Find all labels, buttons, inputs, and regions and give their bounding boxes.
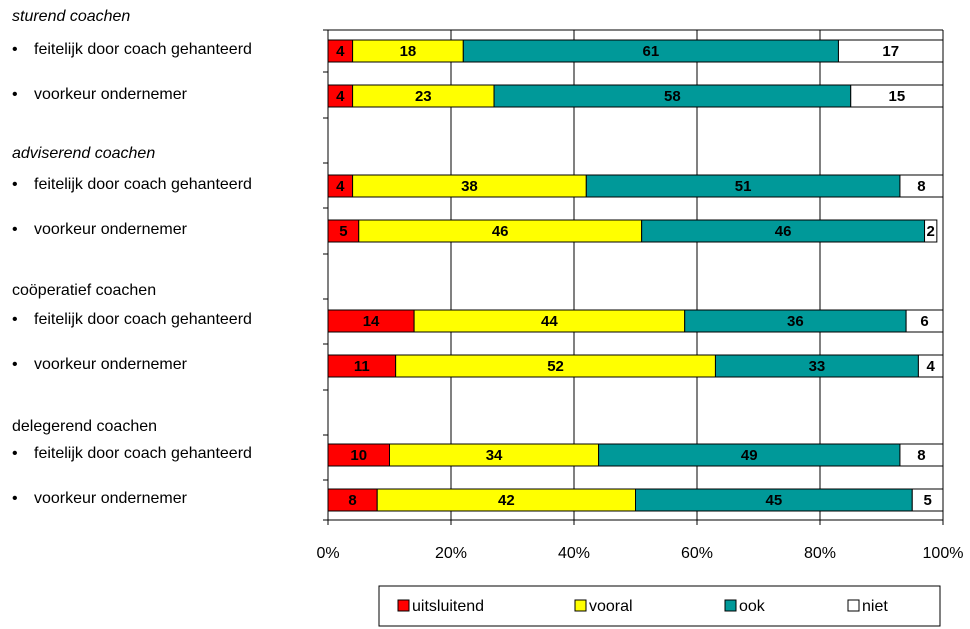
data-label: 23 <box>415 88 432 105</box>
group-label: adviserend coachen <box>12 145 156 162</box>
bar-segment-niet <box>850 84 944 108</box>
bar-segment-niet <box>899 174 944 198</box>
data-label: 34 <box>486 447 503 464</box>
data-label: 10 <box>350 447 367 464</box>
data-label: 49 <box>741 447 758 464</box>
data-label: 4 <box>336 43 345 60</box>
x-tick-label: 40% <box>558 545 590 562</box>
x-tick-label: 80% <box>804 545 836 562</box>
legend-swatch-uitsluitend <box>397 599 410 612</box>
data-label: 2 <box>927 223 935 240</box>
row-label: • feitelijk door coach gehanteerd <box>12 41 252 58</box>
data-label: 5 <box>339 223 347 240</box>
data-label: 8 <box>917 178 925 195</box>
data-label: 5 <box>923 492 931 509</box>
legend-swatch-niet <box>847 599 860 612</box>
data-label: 61 <box>643 43 660 60</box>
row-label: • voorkeur ondernemer <box>12 356 187 373</box>
data-label: 36 <box>787 313 804 330</box>
row-label: • voorkeur ondernemer <box>12 490 187 507</box>
data-label: 4 <box>336 88 345 105</box>
plot-area <box>328 30 943 520</box>
bar-segment-niet <box>837 39 944 63</box>
data-label: 11 <box>354 358 370 375</box>
legend-swatch-ook <box>724 599 737 612</box>
bar-segment-niet <box>917 354 944 378</box>
group-label: delegerend coachen <box>12 418 158 435</box>
bar-segment-niet <box>899 443 944 467</box>
axes: 0% 20% 40% 60% 80% 100% <box>316 29 964 562</box>
legend-label: ook <box>739 598 766 615</box>
row-label: • voorkeur ondernemer <box>12 221 187 238</box>
x-tick-label: 60% <box>681 545 713 562</box>
bars: 4 18 61 174 23 58 154 38 51 85 46 46 214 44 36 611 52 33 4… <box>327 39 944 512</box>
bar-segment-niet <box>911 488 944 512</box>
data-label: 6 <box>920 313 928 330</box>
gridlines <box>327 29 944 520</box>
legend-label: vooral <box>589 598 633 615</box>
legend-box <box>378 585 941 627</box>
data-label: 4 <box>336 178 345 195</box>
data-label: 44 <box>541 313 558 330</box>
data-label: 15 <box>889 88 906 105</box>
data-label: 46 <box>492 223 509 240</box>
data-label: 51 <box>735 178 752 195</box>
x-tick-label: 100% <box>923 545 964 562</box>
legend-label: uitsluitend <box>412 598 484 615</box>
group-label: sturend coachen <box>12 8 131 25</box>
group-label: coöperatief coachen <box>12 282 157 299</box>
row-label: • feitelijk door coach gehanteerd <box>12 176 252 193</box>
data-label: 45 <box>766 492 783 509</box>
data-label: 14 <box>363 313 380 330</box>
data-label: 4 <box>927 358 936 375</box>
x-tick-label: 20% <box>435 545 467 562</box>
data-label: 58 <box>664 88 681 105</box>
data-label: 18 <box>400 43 417 60</box>
x-tick-label: 0% <box>316 545 339 562</box>
data-label: 8 <box>917 447 925 464</box>
data-label: 42 <box>498 492 515 509</box>
data-label: 52 <box>547 358 564 375</box>
data-label: 38 <box>461 178 478 195</box>
data-label: 33 <box>809 358 826 375</box>
data-label: 46 <box>775 223 792 240</box>
legend-label: niet <box>862 598 888 615</box>
row-label: • voorkeur ondernemer <box>12 86 187 103</box>
bar-segment-niet <box>924 219 938 243</box>
bar-segment-niet <box>905 309 944 333</box>
row-label: • feitelijk door coach gehanteerd <box>12 445 252 462</box>
legend-swatch-vooral <box>574 599 587 612</box>
legend: uitsluitend vooral ook niet <box>378 585 941 627</box>
data-label: 17 <box>882 43 899 60</box>
data-label: 8 <box>348 492 356 509</box>
row-label: • feitelijk door coach gehanteerd <box>12 311 252 328</box>
